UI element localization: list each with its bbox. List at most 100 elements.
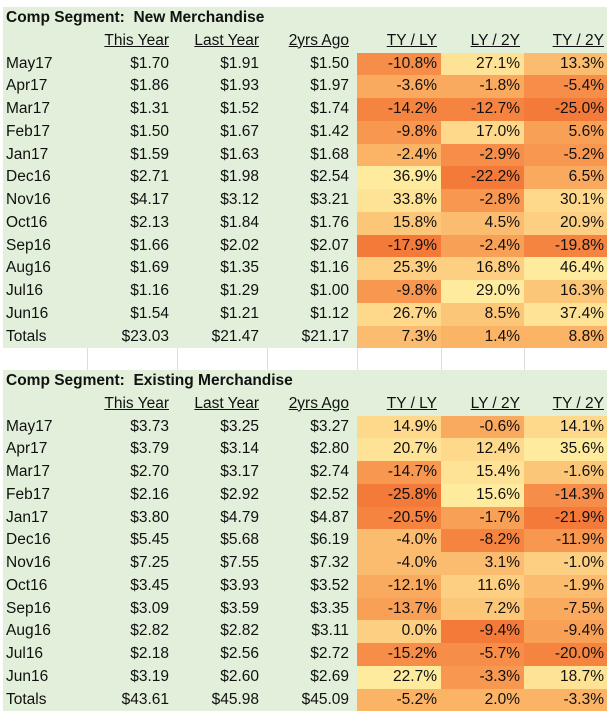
table-row: Aug16 $1.69 $1.35 $1.16 25.3% 16.8% 46.4% — [3, 257, 607, 280]
cell-tyly: -2.4% — [357, 143, 441, 167]
cell-tyly: -17.9% — [357, 234, 441, 258]
cell-ty: $3.45 — [130, 576, 169, 594]
cell-label: Oct16 — [6, 213, 48, 231]
cell-y2: $45.09 — [301, 690, 349, 708]
cell-ly2y: 2.0% — [441, 688, 524, 712]
cell-tyly: 33.8% — [357, 189, 441, 212]
cell-ly2y: 12.4% — [441, 438, 524, 461]
cell-ly2y: 15.4% — [441, 461, 524, 484]
cell-ty: $3.09 — [130, 599, 169, 617]
cell-label: Mar17 — [6, 100, 50, 117]
cell-ty2y: -20.0% — [524, 643, 607, 666]
table-row: Feb17 $1.50 $1.67 $1.42 -9.8% 17.0% 5.6% — [3, 120, 607, 144]
cell-ly: $5.68 — [220, 531, 259, 549]
cell-ty2y: -25.0% — [524, 98, 607, 121]
cell-ty2y: -5.4% — [524, 75, 607, 98]
cell-ty: $3.80 — [130, 508, 169, 526]
cell-ty: $1.70 — [130, 54, 169, 72]
cell-ly: $1.84 — [220, 213, 259, 231]
cell-ly2y: 15.6% — [441, 483, 524, 507]
cell-label: Feb17 — [6, 485, 50, 503]
cell-ly: $3.59 — [220, 599, 259, 617]
cell-y2: $6.19 — [310, 531, 349, 549]
totals-row: Totals $23.03 $21.47 $21.17 7.3% 1.4% 8.8% — [3, 325, 607, 349]
cell-ly2y: -1.7% — [441, 506, 524, 530]
table-row: Jul16 $2.18 $2.56 $2.72 -15.2% -5.7% -20.0% — [3, 643, 607, 666]
cell-ly2y: 4.5% — [441, 211, 524, 235]
cell-label: Dec16 — [6, 531, 51, 549]
table-row: Oct16 $3.45 $3.93 $3.52 -12.1% 11.6% -1.9% — [3, 574, 607, 598]
cell-ty: $43.61 — [121, 690, 169, 708]
cell-label: Jan17 — [6, 145, 49, 163]
cell-ly2y: -22.2% — [441, 166, 524, 189]
cell-ly2y: -2.9% — [441, 143, 524, 167]
column-header: 2yrs Ago — [288, 31, 349, 49]
column-header: 2yrs Ago — [288, 394, 349, 412]
new-merchandise-table: Comp Segment: New Merchandise This Year La… — [3, 7, 607, 349]
cell-tyly: 0.0% — [357, 620, 441, 643]
column-header: TY / LY — [386, 31, 437, 49]
cell-label: Mar17 — [6, 463, 50, 480]
cell-ty: $2.71 — [130, 168, 169, 186]
cell-tyly: -15.2% — [357, 643, 441, 666]
cell-label: Apr17 — [6, 77, 48, 95]
cell-ly: $2.92 — [220, 485, 259, 503]
cell-ly: $3.25 — [220, 417, 259, 435]
cell-tyly: -14.7% — [357, 461, 441, 484]
cell-ly2y: 11.6% — [441, 574, 524, 598]
cell-label: Sep16 — [6, 599, 51, 617]
cell-y2: $3.52 — [310, 576, 349, 594]
cell-label: Sep16 — [6, 236, 51, 254]
cell-label: Jul16 — [6, 645, 44, 662]
cell-label: Totals — [6, 690, 47, 708]
cell-ly2y: 3.1% — [441, 552, 524, 575]
cell-ty: $4.17 — [130, 191, 169, 208]
cell-ly: $21.47 — [211, 327, 259, 345]
cell-ty: $1.50 — [130, 122, 169, 140]
cell-ty: $3.19 — [130, 667, 169, 685]
cell-y2: $1.16 — [310, 259, 349, 277]
cell-tyly: -4.0% — [357, 552, 441, 575]
cell-y2: $1.76 — [310, 213, 349, 231]
cell-y2: $21.17 — [301, 327, 349, 345]
cell-ty2y: 18.7% — [524, 665, 607, 689]
cell-tyly: -4.0% — [357, 529, 441, 552]
cell-ty2y: 6.5% — [524, 166, 607, 189]
cell-tyly: 25.3% — [357, 257, 441, 280]
cell-ly2y: -9.4% — [441, 620, 524, 643]
table-row: Dec16 $5.45 $5.68 $6.19 -4.0% -8.2% -11.9% — [3, 529, 607, 552]
cell-ty2y: 16.3% — [524, 280, 607, 303]
table-row: Apr17 $1.86 $1.93 $1.97 -3.6% -1.8% -5.4% — [3, 75, 607, 98]
cell-ty2y: -19.8% — [524, 234, 607, 258]
cell-y2: $1.50 — [310, 54, 349, 72]
header-row: This Year Last Year 2yrs Ago TY / LY LY / 2Y… — [3, 393, 607, 416]
cell-ty: $2.16 — [130, 485, 169, 503]
cell-label: May17 — [6, 54, 53, 72]
table-row: Apr17 $3.79 $3.14 $2.80 20.7% 12.4% 35.6% — [3, 438, 607, 461]
cell-tyly: -10.8% — [357, 52, 441, 76]
cell-ly: $2.56 — [220, 645, 259, 662]
cell-ly2y: 17.0% — [441, 120, 524, 144]
column-header: This Year — [104, 394, 169, 412]
cell-ty2y: -14.3% — [524, 483, 607, 507]
cell-ly: $2.82 — [220, 622, 259, 640]
cell-ty: $1.86 — [130, 77, 169, 95]
cell-ly2y: -2.8% — [441, 189, 524, 212]
column-header: TY / 2Y — [552, 394, 604, 412]
cell-ly2y: -12.7% — [441, 98, 524, 121]
cell-ty: $1.31 — [130, 100, 169, 117]
cell-ly2y: -2.4% — [441, 234, 524, 258]
empty-spacer-row — [3, 348, 607, 370]
column-header: TY / LY — [386, 394, 437, 412]
cell-ly: $3.12 — [220, 191, 259, 208]
column-header: LY / 2Y — [470, 31, 520, 49]
totals-row: Totals $43.61 $45.98 $45.09 -5.2% 2.0% -3.3% — [3, 688, 607, 712]
cell-ty: $2.13 — [130, 213, 169, 231]
cell-ly2y: -1.8% — [441, 75, 524, 98]
cell-tyly: -25.8% — [357, 483, 441, 507]
cell-ty2y: 46.4% — [524, 257, 607, 280]
cell-label: Aug16 — [6, 259, 51, 277]
table-row: Sep16 $1.66 $2.02 $2.07 -17.9% -2.4% -19.8% — [3, 234, 607, 258]
cell-tyly: 7.3% — [357, 325, 441, 349]
cell-ty2y: 8.8% — [524, 325, 607, 349]
